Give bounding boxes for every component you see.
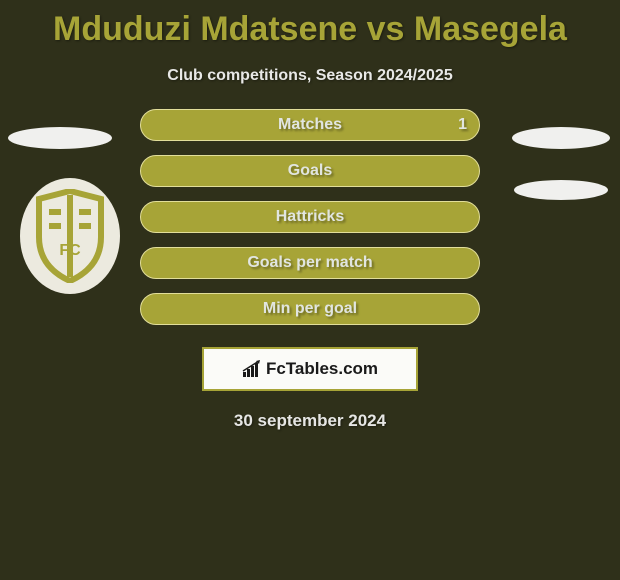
stat-label: Hattricks: [276, 208, 344, 226]
ellipse-right-2: [514, 180, 608, 200]
stat-row-goals: Goals: [140, 155, 480, 187]
badge-circle: FC: [20, 178, 120, 294]
ellipse-right-1: [512, 127, 610, 149]
page-subtitle: Club competitions, Season 2024/2025: [0, 67, 620, 85]
brand-label: FcTables.com: [266, 359, 378, 379]
shield-icon: FC: [31, 189, 109, 283]
stat-label: Matches: [278, 116, 342, 134]
stat-label: Goals: [288, 162, 332, 180]
date-line: 30 september 2024: [0, 411, 620, 431]
ellipse-left-1: [8, 127, 112, 149]
brand-box: FcTables.com: [202, 347, 418, 391]
club-badge: FC: [20, 178, 120, 294]
badge-fc-text: FC: [59, 242, 81, 259]
stat-row-gpm: Goals per match: [140, 247, 480, 279]
page-title: Mduduzi Mdatsene vs Masegela: [0, 0, 620, 49]
stat-row-mpg: Min per goal: [140, 293, 480, 325]
stat-row-matches: Matches 1: [140, 109, 480, 141]
stat-row-hattricks: Hattricks: [140, 201, 480, 233]
stat-label: Goals per match: [247, 254, 372, 272]
bars-icon: [242, 360, 264, 378]
brand-text: FcTables.com: [242, 359, 378, 379]
stat-label: Min per goal: [263, 300, 357, 318]
stat-value-left: 1: [458, 116, 467, 134]
